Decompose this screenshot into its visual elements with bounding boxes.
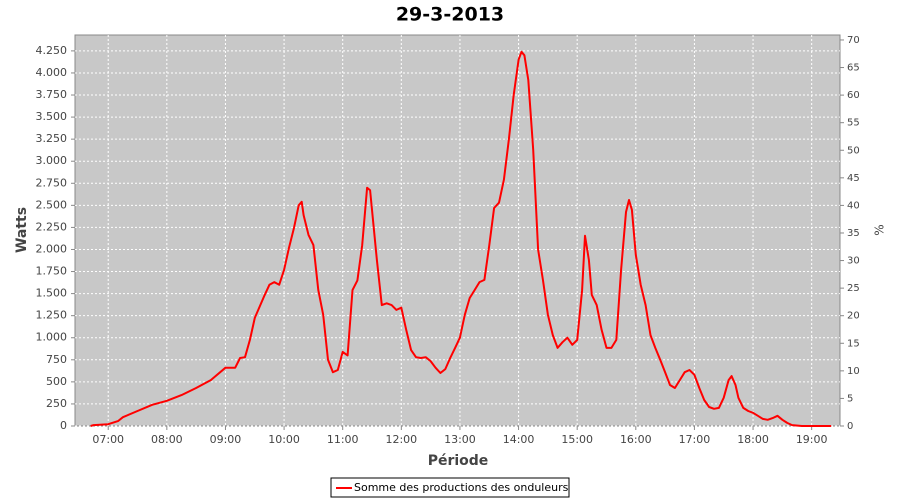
y2-tick-label: 45 bbox=[847, 173, 860, 184]
series-line bbox=[90, 50, 832, 427]
x-tick-label: 12:00 bbox=[385, 433, 417, 446]
x-tick-label: 17:00 bbox=[679, 433, 711, 446]
y2-axis-label: % bbox=[873, 224, 887, 235]
x-tick-label: 13:00 bbox=[444, 433, 476, 446]
x-tick-label: 08:00 bbox=[151, 433, 183, 446]
y-tick-label: 1.000 bbox=[36, 331, 68, 344]
y-tick-label: 4.250 bbox=[36, 44, 68, 57]
y-tick-label: 0 bbox=[60, 419, 67, 432]
y2-tick-label: 65 bbox=[847, 63, 860, 74]
y-tick-label: 3.500 bbox=[36, 110, 68, 123]
y2-tick-label: 20 bbox=[847, 311, 860, 322]
x-tick-label: 15:00 bbox=[561, 433, 593, 446]
x-axis-label: Période bbox=[428, 453, 489, 469]
y-tick-label: 2.750 bbox=[36, 176, 68, 189]
x-tick-label: 16:00 bbox=[620, 433, 652, 446]
chart-title: 29-3-2013 bbox=[396, 4, 504, 26]
x-tick-label: 14:00 bbox=[503, 433, 535, 446]
y2-tick-label: 30 bbox=[847, 256, 860, 267]
y-tick-label: 250 bbox=[46, 397, 67, 410]
legend-label: Somme des productions des onduleurs bbox=[354, 481, 569, 494]
y-tick-label: 4.000 bbox=[36, 66, 68, 79]
y2-tick-label: 55 bbox=[847, 118, 860, 129]
y2-tick-label: 15 bbox=[847, 338, 860, 349]
y-tick-label: 500 bbox=[46, 375, 67, 388]
y2-tick-label: 50 bbox=[847, 145, 860, 156]
y2-tick-label: 35 bbox=[847, 228, 860, 239]
y-tick-label: 2.250 bbox=[36, 220, 68, 233]
y-tick-label: 1.250 bbox=[36, 309, 68, 322]
y2-tick-label: 25 bbox=[847, 283, 860, 294]
y-tick-label: 2.500 bbox=[36, 198, 68, 211]
y2-tick-label: 60 bbox=[847, 90, 860, 101]
y-tick-label: 3.000 bbox=[36, 154, 68, 167]
y-axis-label: Watts bbox=[14, 207, 30, 253]
plot-area bbox=[74, 34, 841, 427]
x-tick-label: 11:00 bbox=[327, 433, 359, 446]
y2-tick-label: 70 bbox=[847, 35, 860, 46]
y-tick-label: 1.750 bbox=[36, 265, 68, 278]
x-tick-label: 18:00 bbox=[737, 433, 769, 446]
y-tick-label: 3.250 bbox=[36, 132, 68, 145]
y2-tick-label: 5 bbox=[847, 393, 853, 404]
x-tick-label: 09:00 bbox=[210, 433, 242, 446]
legend-box bbox=[330, 477, 570, 498]
y2-tick-label: 0 bbox=[847, 421, 853, 432]
x-tick-label: 19:00 bbox=[796, 433, 828, 446]
y2-tick-label: 10 bbox=[847, 366, 860, 377]
y-tick-label: 3.750 bbox=[36, 88, 68, 101]
y-tick-label: 2.000 bbox=[36, 242, 68, 255]
y-tick-label: 1.500 bbox=[36, 287, 68, 300]
y-tick-label: 750 bbox=[46, 353, 67, 366]
y2-tick-label: 40 bbox=[847, 200, 860, 211]
x-tick-label: 10:00 bbox=[268, 433, 300, 446]
x-tick-label: 07:00 bbox=[92, 433, 124, 446]
